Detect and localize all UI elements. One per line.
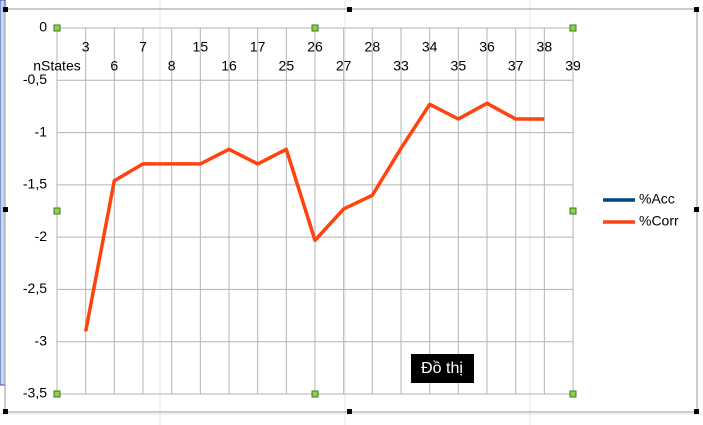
x-tick-label: 37 <box>508 58 524 74</box>
x-tick-label: 8 <box>168 58 176 74</box>
y-tick-label: -1 <box>35 123 48 139</box>
x-tick-label: 25 <box>279 58 295 74</box>
x-tick-label: 3 <box>82 39 90 55</box>
y-tick-label: 0 <box>39 19 47 35</box>
x-tick-label: 7 <box>139 39 147 55</box>
tooltip: Đồ thị <box>411 354 474 383</box>
x-tick-label: 6 <box>110 58 118 74</box>
x-tick-label: 35 <box>451 58 467 74</box>
x-tick-label: 28 <box>365 39 381 55</box>
x-tick-label: 36 <box>479 39 495 55</box>
x-tick-label: 15 <box>193 39 209 55</box>
y-tick-label: -3,5 <box>23 385 47 401</box>
y-tick-label: -3 <box>35 332 48 348</box>
chart-handles <box>3 7 699 414</box>
legend-label: %Acc <box>639 191 675 207</box>
y-tick-label: -2,5 <box>23 280 47 296</box>
data-line <box>83 101 545 332</box>
x-tick-label: 27 <box>336 58 352 74</box>
x-axis-title: nStates <box>33 58 80 74</box>
y-tick-label: -1,5 <box>23 176 47 192</box>
x-tick-label: 16 <box>221 58 237 74</box>
x-tick-label: 17 <box>250 39 266 55</box>
x-tick-label: 33 <box>393 58 409 74</box>
y-tick-label: -2 <box>35 228 48 244</box>
x-tick-label: 38 <box>537 39 553 55</box>
x-tick-label: 26 <box>307 39 323 55</box>
tooltip-text: Đồ thị <box>421 360 463 377</box>
x-tick-label: 34 <box>422 39 438 55</box>
plot-handles <box>53 24 577 398</box>
legend-label: %Corr <box>639 213 679 229</box>
y-tick-label: -0,5 <box>23 71 47 87</box>
x-tick-label: 39 <box>565 58 581 74</box>
